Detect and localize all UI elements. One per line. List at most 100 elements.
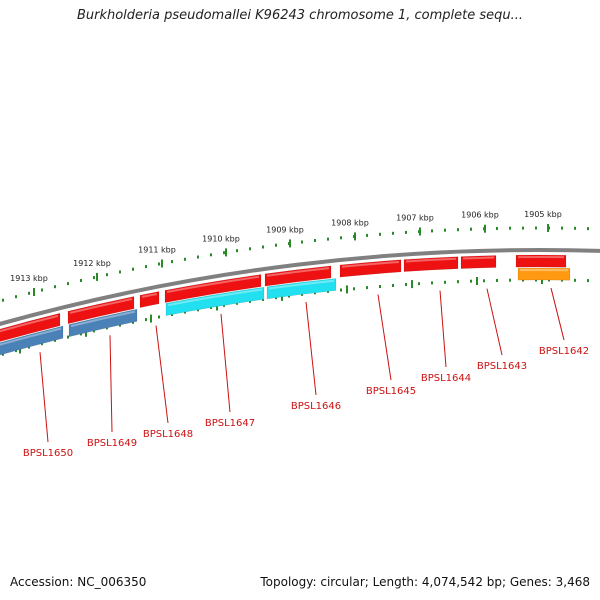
inner-scale-dot [288, 294, 290, 298]
gene-label: BPSL1649 [87, 438, 137, 449]
outer-scale-dot [366, 233, 368, 237]
reverse-gene [517, 267, 571, 281]
outer-scale-dot [379, 232, 381, 236]
gene-leader-line [377, 294, 392, 381]
reverse-gene [0, 325, 64, 356]
scale-label: 1906 kbp [461, 211, 499, 220]
outer-scale-dot [80, 279, 82, 282]
forward-gene-highlight [141, 293, 158, 298]
gene-leader-line [550, 287, 565, 341]
gene-leader-line [486, 288, 503, 356]
inner-scale-dot [561, 278, 563, 282]
inner-scale-dot [28, 345, 30, 349]
reverse-gene [165, 286, 265, 316]
outer-scale-dot [41, 288, 43, 292]
outer-scale-dot [587, 227, 589, 231]
reverse-gene-highlight [70, 310, 136, 328]
forward-gene-highlight [0, 314, 59, 333]
inner-scale-dot [93, 329, 95, 333]
reverse-gene-highlight [268, 279, 335, 290]
gene-label: BPSL1644 [421, 373, 471, 384]
inner-scale-dot [119, 323, 121, 327]
forward-gene-highlight [69, 298, 133, 314]
outer-major-tick [289, 239, 291, 248]
outer-scale-dot [184, 257, 186, 261]
scale-label: 1910 kbp [202, 234, 240, 243]
outer-scale-dot [444, 228, 446, 232]
inner-major-tick [150, 314, 152, 323]
inner-scale-dot [496, 279, 498, 282]
forward-gene-highlight [462, 256, 495, 260]
outer-scale-dot [275, 243, 277, 247]
scale-label: 1908 kbp [331, 218, 369, 227]
forward-gene-highlight [341, 261, 400, 268]
inner-scale-dot [158, 315, 160, 319]
gene-leader-line [39, 352, 49, 443]
inner-scale-dot [184, 310, 186, 314]
inner-scale-dot [145, 318, 147, 322]
outer-scale-dot [249, 247, 251, 251]
outer-major-tick [547, 224, 549, 232]
outer-major-tick [33, 288, 35, 296]
inner-scale-dot [236, 301, 238, 305]
outer-scale-dot [327, 237, 329, 241]
inner-scale-dot [249, 299, 251, 303]
inner-scale-dot [509, 278, 511, 282]
scale-label: 1911 kbp [138, 246, 176, 255]
outer-scale-dot [457, 228, 459, 232]
gene-label: BPSL1645 [366, 386, 416, 397]
outer-scale-dot [171, 260, 173, 264]
inner-scale-dot [340, 288, 342, 292]
inner-scale-dot [431, 281, 433, 285]
inner-scale-dot [418, 282, 420, 286]
inner-scale-dot [15, 349, 17, 353]
outer-scale-dot [132, 267, 134, 271]
inner-scale-dot [587, 279, 589, 283]
forward-gene [67, 296, 135, 325]
scale-label: 1909 kbp [266, 225, 304, 234]
gene-leader-line [109, 335, 113, 433]
inner-scale-dot [80, 332, 82, 336]
inner-major-tick [85, 328, 87, 337]
outer-scale-dot [561, 226, 563, 230]
forward-gene [0, 312, 61, 342]
inner-scale-dot [379, 285, 381, 288]
backbone-arc [0, 247, 600, 327]
genome-summary-text: Topology: circular; Length: 4,074,542 bp… [260, 575, 590, 589]
outer-scale-dot [522, 226, 524, 230]
forward-gene [403, 256, 459, 272]
inner-scale-dot [223, 303, 225, 307]
inner-scale-dot [405, 283, 407, 286]
forward-gene [339, 259, 402, 278]
inner-scale-dot [522, 278, 524, 282]
inner-scale-dot [41, 342, 43, 346]
gene-label: BPSL1650 [23, 448, 73, 459]
inner-major-tick [541, 276, 543, 284]
forward-gene [164, 274, 262, 303]
forward-gene-highlight [166, 275, 260, 293]
outer-scale-dot [509, 226, 511, 230]
reverse-gene [68, 308, 138, 338]
outer-scale-dot [223, 251, 225, 255]
outer-scale-dot [405, 230, 407, 234]
inner-major-tick [216, 302, 218, 311]
outer-scale-dot [119, 270, 121, 274]
inner-scale-dot [444, 280, 446, 284]
inner-scale-dot [483, 279, 485, 283]
outer-scale-dot [574, 226, 576, 230]
outer-scale-dot [431, 229, 433, 233]
accession-text: Accession: NC_006350 [10, 575, 147, 589]
outer-scale-dot [15, 295, 17, 299]
inner-scale-dot [574, 278, 576, 282]
forward-gene [515, 254, 567, 268]
inner-major-tick [346, 285, 348, 294]
outer-scale-dot [210, 253, 212, 257]
outer-scale-dot [535, 226, 537, 230]
forward-gene [264, 265, 332, 287]
outer-scale-dot [301, 240, 303, 244]
gene-leader-line [155, 325, 169, 424]
gene-label: BPSL1647 [205, 418, 255, 429]
reverse-gene-highlight [0, 327, 62, 346]
outer-scale-dot [236, 249, 238, 253]
outer-scale-dot [54, 285, 56, 289]
